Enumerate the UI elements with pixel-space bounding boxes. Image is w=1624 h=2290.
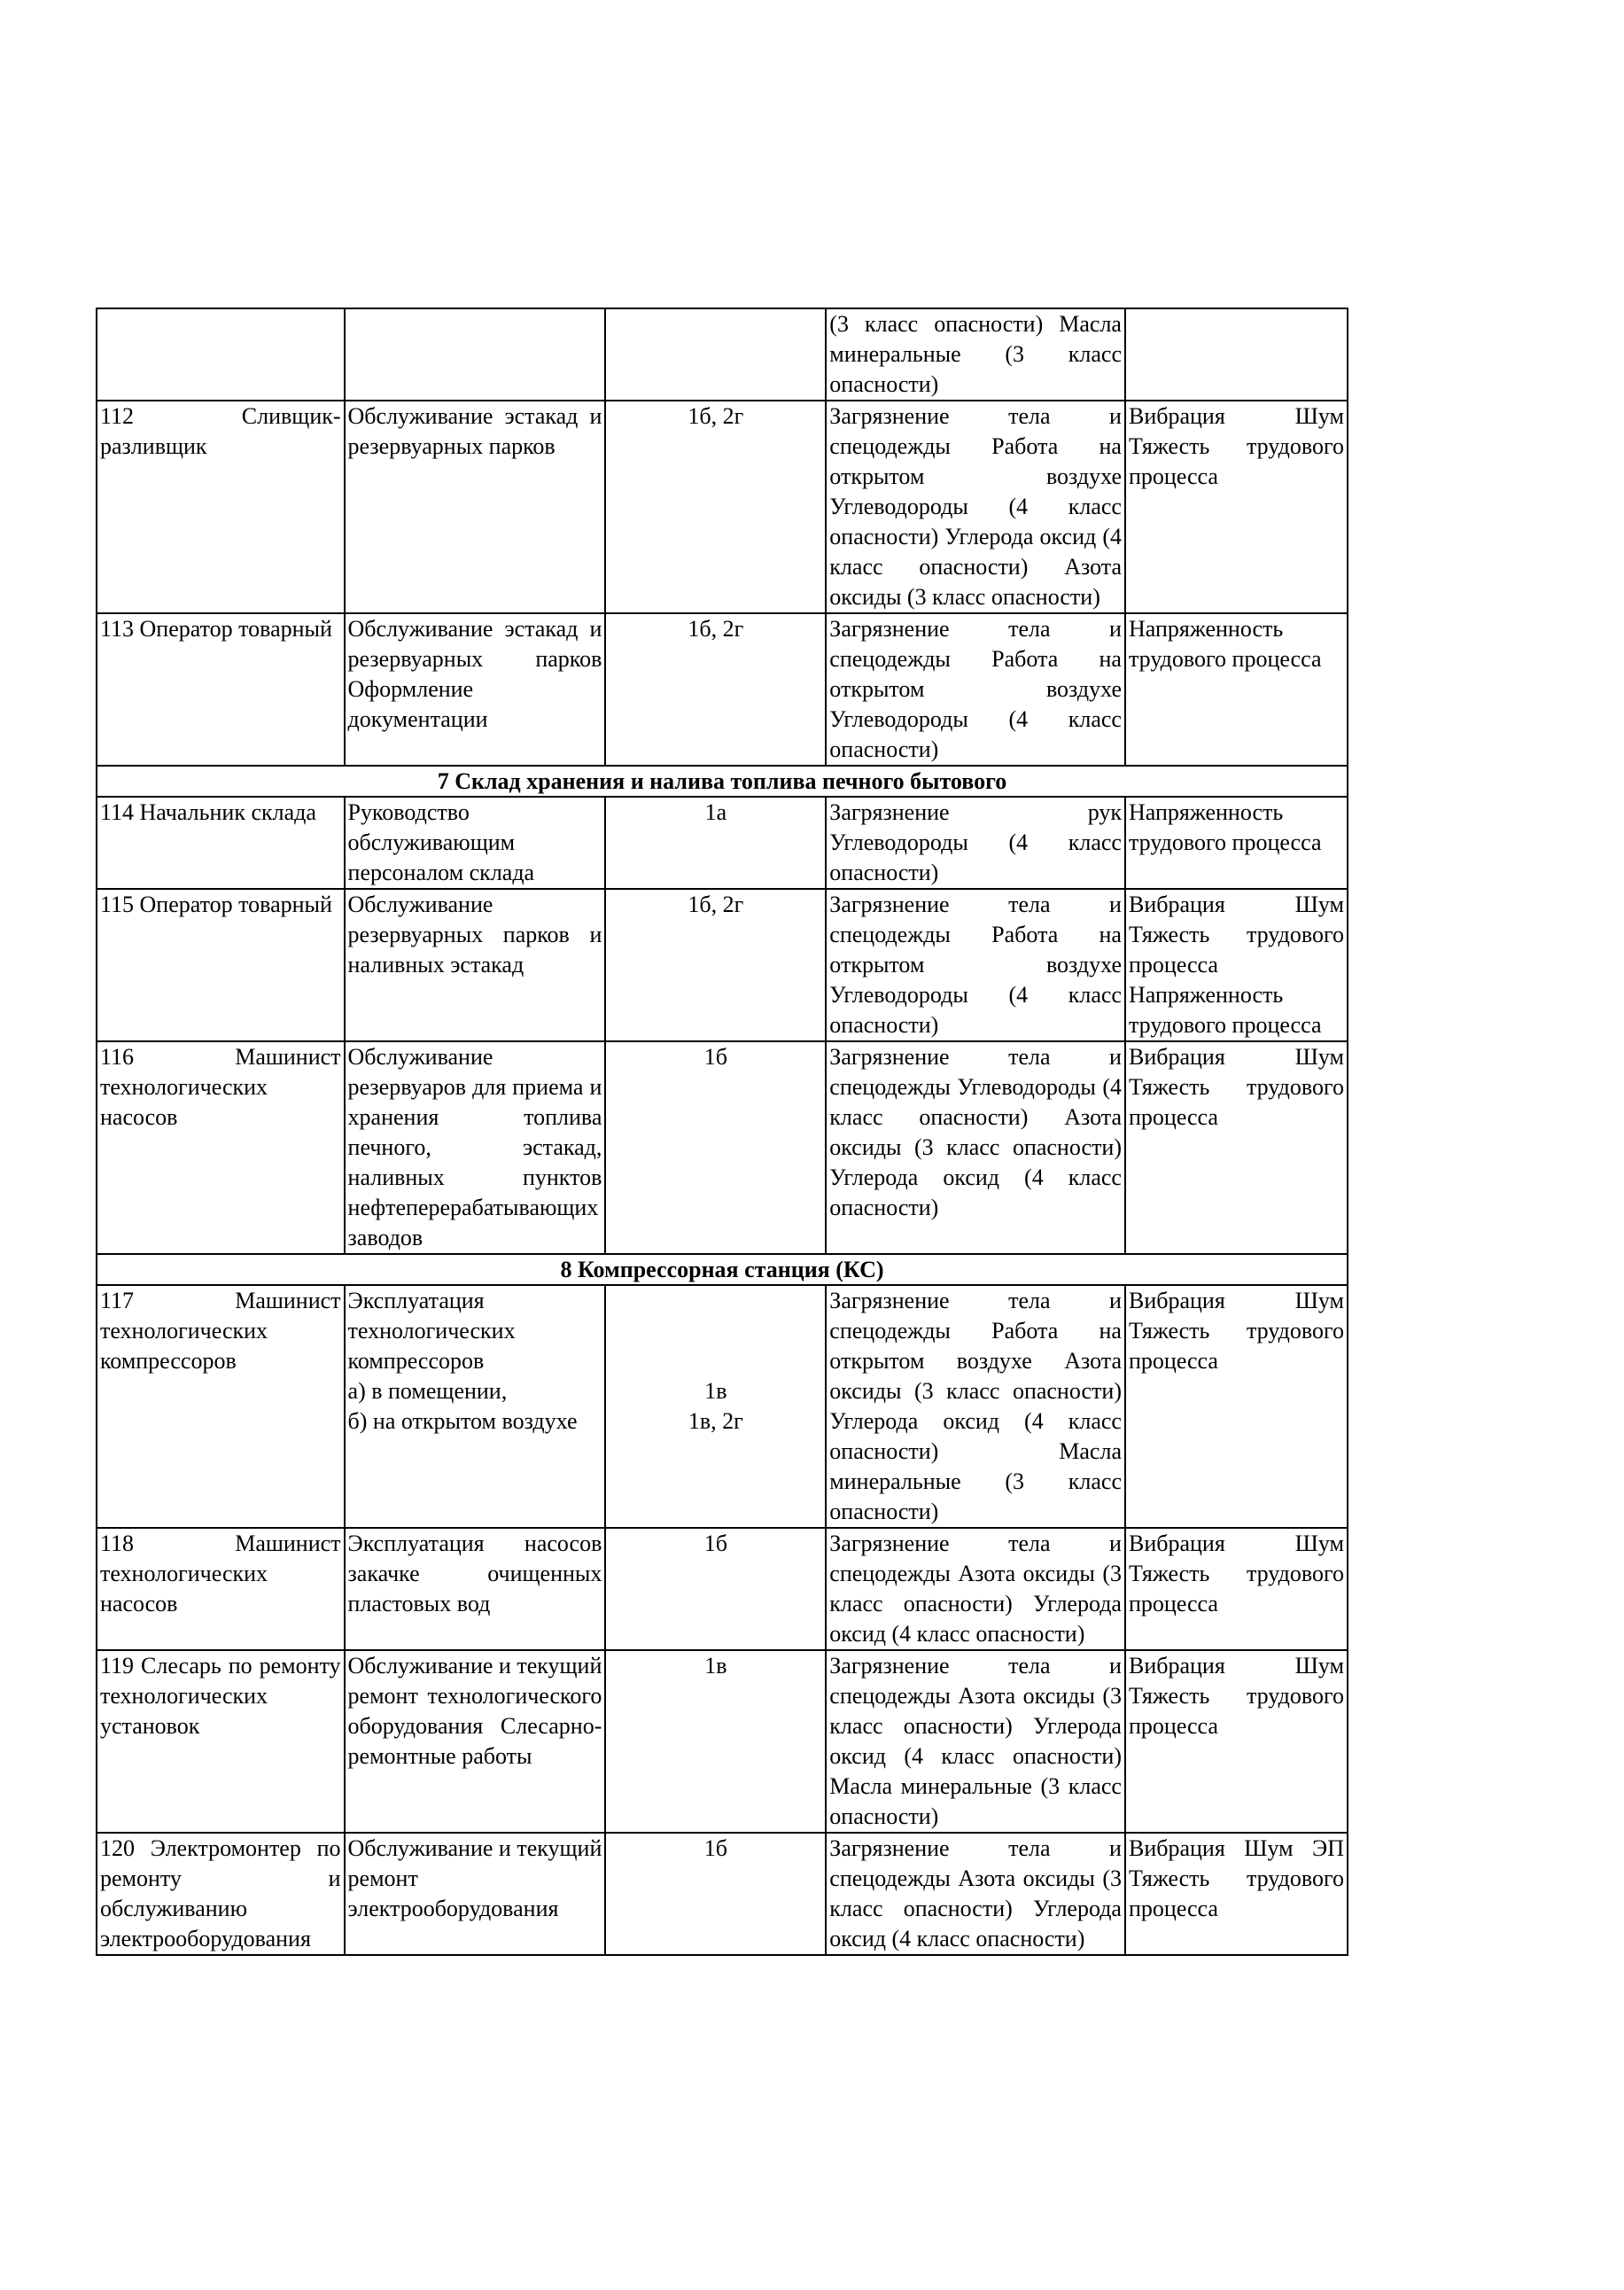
- table-row: 113 Оператор товарный Обслуживание эстака…: [96, 612, 1349, 767]
- other-factors-cell: Вибрация Шум ЭП Тяжесть трудового процес…: [1123, 1832, 1349, 1956]
- work-description-cell: Обслуживание эстакад и резервуарных парк…: [343, 612, 607, 767]
- section-header-row: 8 Компрессорная станция (КС): [96, 1253, 1348, 1286]
- profession-cell: 116 Машинист технологических насосов: [96, 1040, 346, 1255]
- profession-cell: 113 Оператор товарный: [96, 612, 346, 767]
- profession-cell: 119 Слесарь по ремонту технологических у…: [96, 1649, 346, 1834]
- work-description-cell: Обслуживание и текущий ремонт технологич…: [343, 1649, 607, 1834]
- harmful-factors-cell: Загрязнение тела и спецодежды Работа на …: [825, 1284, 1126, 1529]
- work-description-cell: Эксплуатация технологических компрессоро…: [343, 1284, 607, 1529]
- table-row: 118 Машинист технологических насосов Эксп…: [96, 1527, 1349, 1651]
- other-factors-cell: Вибрация Шум Тяжесть трудового процесса: [1123, 1527, 1349, 1651]
- class-code-cell: 1б, 2г: [604, 400, 828, 614]
- harmful-factors-cell: Загрязнение тела и спецодежды Работа на …: [825, 612, 1126, 767]
- table-row: 116 Машинист технологических насосов Обсл…: [96, 1040, 1349, 1255]
- profession-cell: 112 Сливщик-разливщик: [96, 400, 346, 614]
- profession-cell: 117 Машинист технологических компрессоро…: [96, 1284, 346, 1529]
- work-description-cell: Обслуживание резервуаров для приема и хр…: [343, 1040, 607, 1255]
- work-description-cell: Обслуживание резервуарных парков и налив…: [343, 888, 607, 1042]
- class-code-cell: 1б: [604, 1832, 828, 1956]
- table-row: 114 Начальник склада Руководство обслужив…: [96, 796, 1349, 890]
- class-code-cell: 1в 1в, 2г: [604, 1284, 828, 1529]
- other-factors-cell: Напряженность трудового процесса: [1123, 796, 1349, 890]
- hazard-table: (3 класс опасности) Масла минеральные (3…: [96, 308, 1349, 1956]
- harmful-factors-cell: Загрязнение тела и спецодежды Азота окси…: [825, 1832, 1126, 1956]
- class-code-cell: 1б, 2г: [604, 612, 828, 767]
- table-row: (3 класс опасности) Масла минеральные (3…: [96, 308, 1349, 401]
- harmful-factors-cell: Загрязнение тела и спецодежды Азота окси…: [825, 1649, 1126, 1834]
- section-title: 8 Компрессорная станция (КС): [96, 1253, 1348, 1286]
- work-description-cell: Руководство обслуживающим персоналом скл…: [343, 796, 607, 890]
- harmful-factors-cell: Загрязнение тела и спецодежды Азота окси…: [825, 1527, 1126, 1651]
- table-row: 112 Сливщик-разливщик Обслуживание эстака…: [96, 400, 1349, 614]
- other-factors-cell: [1123, 308, 1349, 401]
- table-row: 120 Электромонтер по ремонту и обслужива…: [96, 1832, 1349, 1956]
- harmful-factors-cell: Загрязнение рук Углеводороды (4 класс оп…: [825, 796, 1126, 890]
- other-factors-cell: Вибрация Шум Тяжесть трудового процесса …: [1123, 888, 1349, 1042]
- table-row: 117 Машинист технологических компрессоро…: [96, 1284, 1349, 1529]
- work-description-cell: Эксплуатация насосов закачке очищенных п…: [343, 1527, 607, 1651]
- harmful-factors-cell: Загрязнение тела и спецодежды Работа на …: [825, 888, 1126, 1042]
- profession-cell: 115 Оператор товарный: [96, 888, 346, 1042]
- table-row: 119 Слесарь по ремонту технологических у…: [96, 1649, 1349, 1834]
- work-description-cell: Обслуживание и текущий ремонт электрообо…: [343, 1832, 607, 1956]
- table-row: 115 Оператор товарный Обслуживание резерв…: [96, 888, 1349, 1042]
- section-title: 7 Склад хранения и налива топлива печног…: [96, 765, 1348, 798]
- class-code-cell: 1б: [604, 1040, 828, 1255]
- work-description-cell: Обслуживание эстакад и резервуарных парк…: [343, 400, 607, 614]
- harmful-factors-cell: Загрязнение тела и спецодежды Углеводоро…: [825, 1040, 1126, 1255]
- class-code-cell: 1а: [604, 796, 828, 890]
- other-factors-cell: Вибрация Шум Тяжесть трудового процесса: [1123, 1040, 1349, 1255]
- class-code-cell: 1в: [604, 1649, 828, 1834]
- profession-cell: [96, 308, 346, 401]
- other-factors-cell: Вибрация Шум Тяжесть трудового процесса: [1123, 400, 1349, 614]
- section-header-row: 7 Склад хранения и налива топлива печног…: [96, 765, 1348, 798]
- harmful-factors-cell: Загрязнение тела и спецодежды Работа на …: [825, 400, 1126, 614]
- class-code-cell: 1б: [604, 1527, 828, 1651]
- class-code-cell: [604, 308, 828, 401]
- other-factors-cell: Вибрация Шум Тяжесть трудового процесса: [1123, 1649, 1349, 1834]
- profession-cell: 120 Электромонтер по ремонту и обслужива…: [96, 1832, 346, 1956]
- harmful-factors-cell: (3 класс опасности) Масла минеральные (3…: [825, 308, 1126, 401]
- class-code-cell: 1б, 2г: [604, 888, 828, 1042]
- other-factors-cell: Напряженность трудового процесса: [1123, 612, 1349, 767]
- profession-cell: 114 Начальник склада: [96, 796, 346, 890]
- work-description-cell: [343, 308, 607, 401]
- profession-cell: 118 Машинист технологических насосов: [96, 1527, 346, 1651]
- other-factors-cell: Вибрация Шум Тяжесть трудового процесса: [1123, 1284, 1349, 1529]
